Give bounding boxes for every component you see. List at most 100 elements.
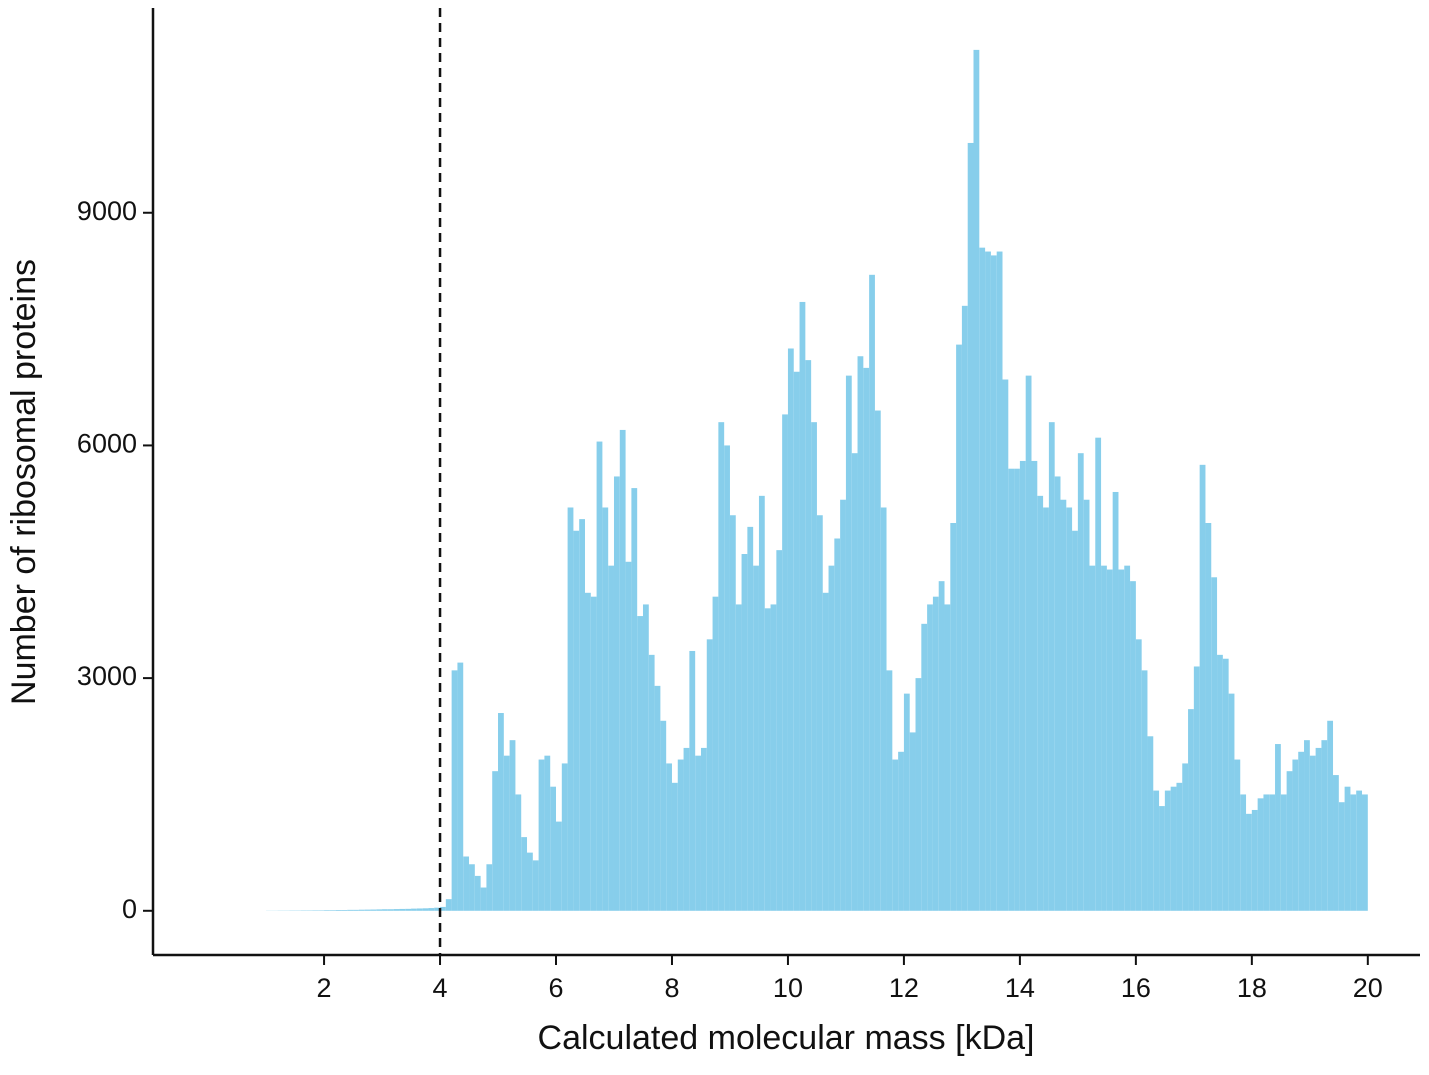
bar (724, 445, 730, 910)
bar (1298, 752, 1304, 911)
x-tick-label: 16 (1121, 973, 1151, 1003)
bar (921, 624, 927, 911)
bar (1066, 507, 1072, 910)
bar (875, 411, 881, 911)
bar (840, 500, 846, 911)
bar (330, 910, 336, 911)
bar (324, 910, 330, 911)
bar (620, 430, 626, 911)
bar (1095, 438, 1101, 911)
bar (1124, 566, 1130, 911)
bar (759, 496, 765, 911)
bar (823, 593, 829, 911)
bar (359, 910, 365, 911)
bar (997, 252, 1003, 911)
bar (423, 908, 429, 910)
bar (1258, 798, 1264, 910)
bar (463, 856, 469, 910)
bar (1026, 376, 1032, 911)
bar (1316, 748, 1322, 911)
bar (1269, 794, 1275, 910)
x-tick-label: 6 (548, 973, 563, 1003)
bar (736, 604, 742, 910)
bar (1118, 570, 1124, 911)
bar (950, 523, 956, 911)
bar (1107, 570, 1113, 911)
bar (1321, 740, 1327, 911)
bar (742, 554, 748, 911)
bar (1292, 760, 1298, 911)
bar (498, 713, 504, 911)
bar (1136, 639, 1142, 910)
bar (1002, 380, 1008, 911)
bar (614, 476, 620, 910)
bar (672, 783, 678, 911)
bar (730, 515, 736, 911)
bar (1159, 806, 1165, 911)
bar (846, 376, 852, 911)
bar (1072, 531, 1078, 911)
bar (800, 302, 806, 911)
bar (660, 721, 666, 911)
bar (776, 550, 782, 911)
bar (376, 909, 382, 910)
bar (1234, 760, 1240, 911)
bar (910, 732, 916, 910)
bar (1043, 507, 1049, 910)
bar (579, 519, 585, 911)
bar (1113, 492, 1119, 911)
bar (486, 864, 492, 911)
bar (457, 663, 463, 911)
x-tick-label: 18 (1237, 973, 1267, 1003)
bar (898, 752, 904, 911)
bar (1078, 453, 1084, 911)
y-tick-label: 0 (122, 894, 137, 924)
bar (1055, 476, 1061, 910)
bar (788, 348, 794, 910)
bar (1211, 577, 1217, 911)
bar (695, 756, 701, 911)
bar (510, 740, 516, 911)
bar (881, 507, 887, 910)
bar (1101, 566, 1107, 911)
bar (1263, 794, 1269, 910)
bar (399, 909, 405, 911)
bar (1031, 461, 1037, 911)
bar (1020, 461, 1026, 911)
bar (945, 604, 951, 910)
bar (643, 604, 649, 910)
bar (626, 562, 632, 911)
bar (347, 910, 353, 911)
bar (1345, 787, 1351, 911)
bar (747, 527, 753, 911)
bar (527, 853, 533, 911)
y-tick-label: 3000 (77, 661, 137, 691)
bar (1147, 736, 1153, 911)
bar (1252, 810, 1258, 911)
bar (707, 639, 713, 910)
x-tick-label: 12 (889, 973, 919, 1003)
bar (974, 50, 980, 911)
bar (904, 694, 910, 911)
bar (765, 608, 771, 910)
x-tick-label: 20 (1353, 973, 1383, 1003)
bar (631, 488, 637, 911)
x-axis-title: Calculated molecular mass [kDa] (538, 1019, 1035, 1057)
bar (649, 655, 655, 911)
bar (985, 252, 991, 911)
bar (1333, 775, 1339, 911)
bar (504, 756, 510, 911)
bar (811, 422, 817, 911)
bar (916, 678, 922, 911)
bar (1194, 666, 1200, 910)
bar (887, 670, 893, 910)
bar (602, 507, 608, 910)
bar (1356, 791, 1362, 911)
bar (927, 604, 933, 910)
bar (405, 909, 411, 911)
bar (678, 760, 684, 911)
bar (1362, 794, 1368, 910)
y-tick-label: 6000 (77, 429, 137, 459)
bar (353, 910, 359, 911)
bar (1217, 655, 1223, 911)
